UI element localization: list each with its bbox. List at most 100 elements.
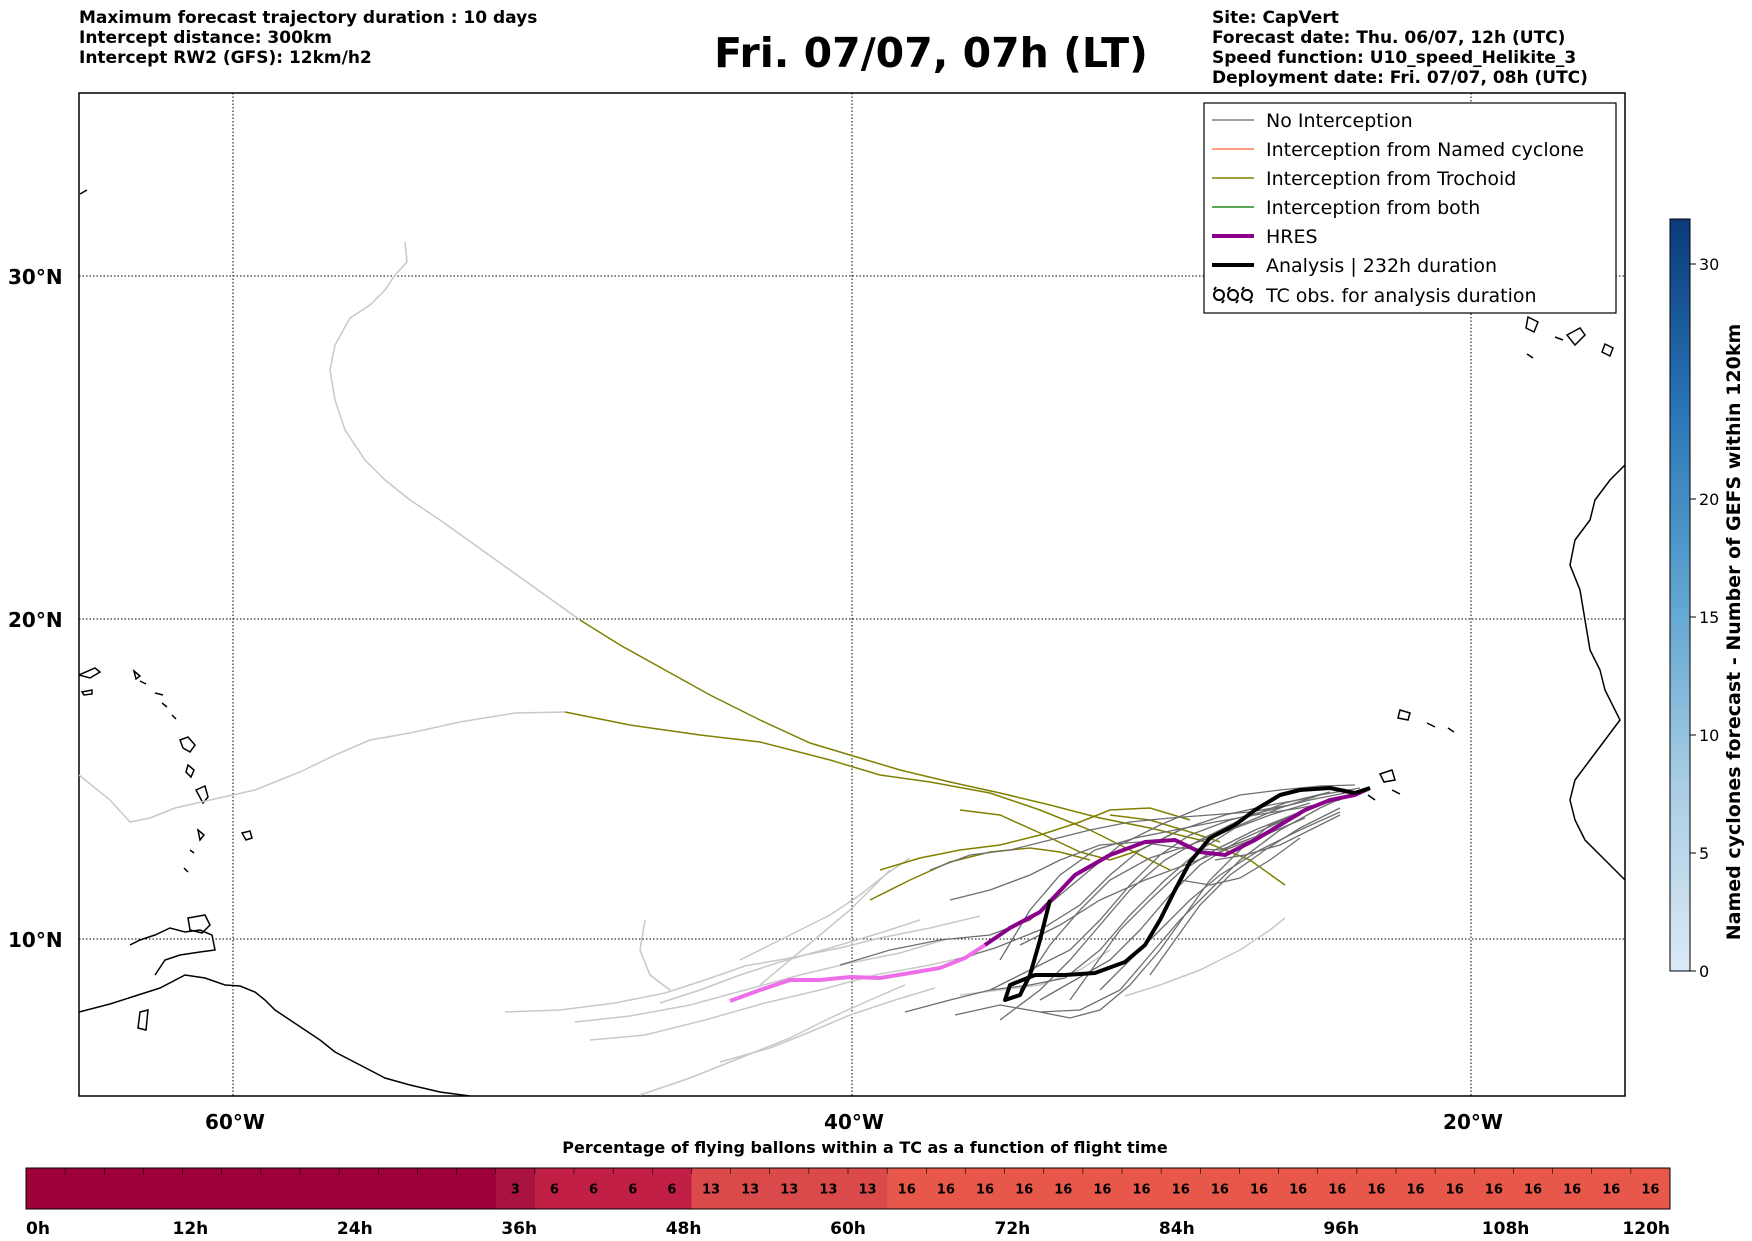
timebar-cell-label: 6 (667, 1183, 676, 1198)
colorbar-ticks (1690, 263, 1696, 972)
islands-canary (1525, 315, 1614, 359)
island-st-lucia (194, 784, 209, 805)
lon-axis-labels: 60°W 40°W 20°W (205, 1110, 1503, 1134)
timebar-cell-label: 16 (1289, 1183, 1307, 1198)
coastline-south-america (79, 974, 471, 1096)
lat-label-30n: 30°N (8, 265, 63, 289)
colorbar-tick-30: 30 (1699, 255, 1719, 274)
islands-cape-verde-north (1397, 709, 1455, 733)
timebar-cell (534, 1168, 575, 1209)
legend-label: Analysis | 232h duration (1266, 255, 1497, 277)
timebar-cell (456, 1168, 497, 1209)
trajectory-trochoid (564, 711, 1171, 871)
trajectory-expired (589, 954, 976, 1041)
timebar-cell-label: 16 (1407, 1183, 1425, 1198)
timebar-tick-label: 12h (173, 1219, 209, 1239)
timebar-cell (26, 1168, 66, 1209)
legend-item-analysis: Analysis | 232h duration (1212, 255, 1497, 277)
timebar-cell-label: 16 (1641, 1183, 1659, 1198)
timebar-cell-label: 16 (1602, 1183, 1620, 1198)
timebar-cell (1161, 1168, 1201, 1209)
trajectory-expired (659, 919, 921, 1004)
header-site: Site: CapVert (1212, 8, 1339, 28)
timebar-cell (769, 1168, 810, 1209)
cyclone-symbol-icon (1213, 286, 1253, 304)
trajectory-expired (574, 937, 951, 1023)
timebar-cell (1356, 1168, 1397, 1209)
timebar-cell (613, 1168, 653, 1209)
timebar-cell-label: 16 (1093, 1183, 1111, 1198)
trajectory-expired (719, 987, 936, 1063)
island-martinique (185, 763, 195, 779)
timebar-cell (495, 1168, 536, 1209)
timebar-cell (1552, 1168, 1593, 1209)
header-intercept-distance: Intercept distance: 300km (79, 28, 332, 48)
header-info-left: Maximum forecast trajectory duration : 1… (79, 8, 537, 68)
header-info-right: Site: CapVert Forecast date: Thu. 06/07,… (1212, 8, 1588, 88)
colorbar: 0 5 10 15 20 30 Named cyclones forecast … (1669, 218, 1745, 981)
timebar-cell (1396, 1168, 1436, 1209)
timebar-cell (1513, 1168, 1554, 1209)
timebar-cell-label: 6 (589, 1183, 598, 1198)
header-intercept-rw2: Intercept RW2 (GFS): 12km/h2 (79, 48, 372, 68)
legend-label: Interception from both (1266, 197, 1480, 219)
trajectory-expired (639, 984, 906, 1096)
legend-item-both: Interception from both (1212, 197, 1480, 219)
coastlines (79, 189, 1625, 1096)
header-forecast-date: Forecast date: Thu. 06/07, 12h (UTC) (1212, 28, 1566, 48)
colorbar-label: Named cyclones forecast - Number of GEFS… (1723, 324, 1745, 941)
timebar-cell-label: 13 (780, 1183, 798, 1198)
islands-leeward (132, 668, 177, 720)
header-duration: Maximum forecast trajectory duration : 1… (79, 8, 538, 28)
trajectory-expired (329, 241, 581, 621)
timebar-cell (339, 1168, 379, 1209)
trajectory-ensemble (1179, 837, 1301, 886)
trajectory-ensemble (1149, 807, 1341, 976)
timebar-cell-label: 13 (819, 1183, 837, 1198)
timebar-cell-label: 13 (702, 1183, 720, 1198)
timebar-cell (182, 1168, 223, 1209)
trajectory-trochoid (579, 619, 1286, 886)
timebar-cell (378, 1168, 418, 1209)
timebar-tick-label: 0h (26, 1219, 50, 1239)
timebar-cell-label: 16 (1172, 1183, 1190, 1198)
timebar-cell (300, 1168, 340, 1209)
timebar-ticks: 0h 12h 24h 36h 48h 60h 72h 84h 96h 108h 120h (26, 1219, 1670, 1239)
timebar-cell-label: 6 (550, 1183, 559, 1198)
trajectory-expired (959, 949, 1111, 996)
legend-item-trochoid: Interception from Trochoid (1212, 168, 1516, 190)
legend-label: HRES (1266, 226, 1318, 248)
timebar-cell (691, 1168, 732, 1209)
timebar-cell (808, 1168, 849, 1209)
timebar-cell (848, 1168, 888, 1209)
legend-item-hres: HRES (1212, 226, 1318, 248)
timebar-cell (104, 1168, 144, 1209)
timebar-cell-label: 16 (1015, 1183, 1033, 1198)
legend-label: TC obs. for analysis duration (1265, 285, 1537, 307)
lat-label-20n: 20°N (8, 608, 63, 632)
timebar-cell-label: 16 (1250, 1183, 1268, 1198)
trajectory-hres-expired (729, 943, 987, 1003)
island-guadeloupe (179, 736, 196, 753)
timebar-cell (1317, 1168, 1358, 1209)
legend-label: Interception from Trochoid (1266, 168, 1516, 190)
islands-grenadines (183, 828, 206, 873)
colorbar-tick-0: 0 (1699, 962, 1709, 981)
trajectory-ensemble (1069, 797, 1341, 1001)
timebar-cell (1474, 1168, 1514, 1209)
timebar-cell-label: 3 (511, 1183, 520, 1198)
timebar-cell (887, 1168, 927, 1209)
map-panel[interactable]: No Interception Interception from Named … (8, 92, 1626, 1134)
timebar-cell (143, 1168, 184, 1209)
island-barbados (240, 830, 253, 841)
timebar-cell-label: 16 (1446, 1183, 1464, 1198)
timebar-tick-label: 108h (1482, 1219, 1530, 1239)
trajectory-expired (1124, 917, 1286, 997)
coastline-venezuela (129, 927, 216, 976)
timebar-cell (926, 1168, 966, 1209)
timebar-cell-label: 16 (937, 1183, 955, 1198)
timebar-tick-label: 84h (1159, 1219, 1195, 1239)
timebar-cell (1435, 1168, 1475, 1209)
timebar-cell (221, 1168, 262, 1209)
timebar-tick-label: 96h (1323, 1219, 1359, 1239)
